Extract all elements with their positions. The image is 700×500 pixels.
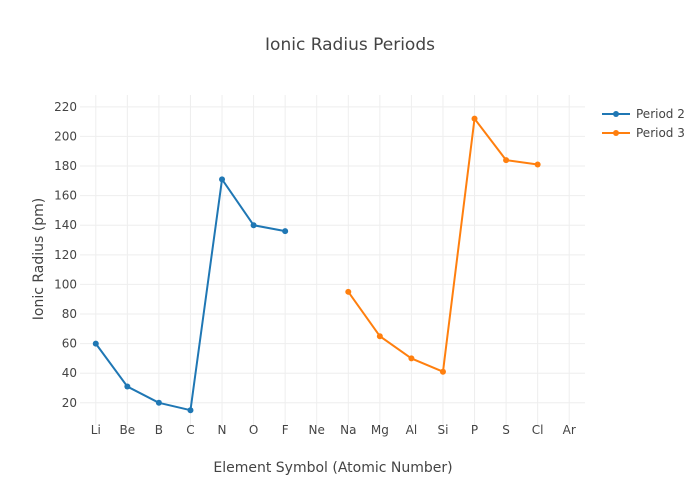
- x-tick-label: Si: [437, 423, 448, 437]
- x-axis-title: Element Symbol (Atomic Number): [213, 460, 452, 476]
- x-tick-label: Cl: [532, 423, 544, 437]
- y-tick-label: 40: [62, 366, 77, 380]
- x-tick-label: B: [155, 423, 163, 437]
- data-point[interactable]: [439, 368, 446, 375]
- x-tick-label: Al: [406, 423, 418, 437]
- x-tick-label: S: [502, 423, 510, 437]
- y-axis: 20 40 60 80 100 120 140 160 180 200 220: [54, 100, 77, 410]
- legend-item-label[interactable]: Period 3: [636, 126, 685, 140]
- x-tick-label: P: [471, 423, 478, 437]
- data-point[interactable]: [250, 222, 257, 229]
- data-point[interactable]: [282, 228, 289, 235]
- data-point[interactable]: [376, 333, 383, 340]
- y-tick-label: 220: [54, 100, 77, 114]
- legend: Period 2 Period 3: [602, 107, 685, 140]
- data-point[interactable]: [503, 157, 510, 164]
- chart-title: Ionic Radius Periods: [265, 35, 435, 55]
- legend-item-label[interactable]: Period 2: [636, 107, 685, 121]
- x-tick-label: Ne: [309, 423, 325, 437]
- data-point[interactable]: [124, 383, 131, 390]
- x-tick-label: Ar: [563, 423, 576, 437]
- y-tick-label: 180: [54, 159, 77, 173]
- data-point[interactable]: [471, 115, 478, 122]
- data-point[interactable]: [219, 176, 226, 183]
- x-tick-label: F: [282, 423, 289, 437]
- y-tick-label: 200: [54, 129, 77, 143]
- y-tick-label: 160: [54, 189, 77, 203]
- y-tick-label: 120: [54, 248, 77, 262]
- x-tick-label: Na: [340, 423, 356, 437]
- y-tick-label: 20: [62, 396, 77, 410]
- legend-swatch-marker: [613, 130, 619, 136]
- x-tick-label: C: [186, 423, 194, 437]
- x-tick-label: O: [249, 423, 258, 437]
- data-point[interactable]: [92, 340, 99, 347]
- plot-area: [92, 115, 541, 414]
- x-tick-label: N: [218, 423, 227, 437]
- x-tick-label: Mg: [371, 423, 389, 437]
- y-tick-label: 140: [54, 218, 77, 232]
- x-tick-label: Be: [120, 423, 136, 437]
- y-tick-label: 100: [54, 277, 77, 291]
- x-tick-label: Li: [91, 423, 101, 437]
- y-axis-title: Ionic Radius (pm): [31, 198, 47, 320]
- y-tick-label: 80: [62, 307, 77, 321]
- data-point[interactable]: [408, 355, 415, 362]
- y-tick-label: 60: [62, 337, 77, 351]
- data-point[interactable]: [155, 399, 162, 406]
- data-point[interactable]: [187, 407, 194, 414]
- grid: [80, 95, 585, 425]
- data-point[interactable]: [534, 161, 541, 168]
- x-axis: Li Be B C N O F Ne Na Mg Al Si P S Cl Ar: [91, 423, 576, 437]
- data-point[interactable]: [345, 288, 352, 295]
- legend-swatch-marker: [613, 111, 619, 117]
